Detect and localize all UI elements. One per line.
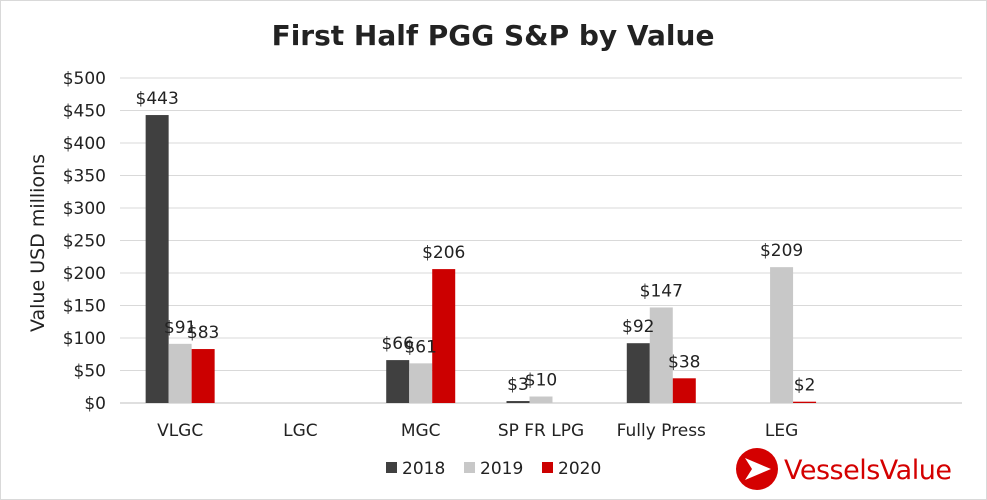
bar-2018-fully-press — [626, 343, 650, 403]
data-label: $91 — [164, 318, 196, 338]
y-tick-label: $0 — [84, 394, 106, 414]
x-category-label: LEG — [765, 421, 798, 441]
data-label: $83 — [187, 323, 219, 343]
data-label: $38 — [668, 352, 700, 372]
x-category-label: Fully Press — [617, 421, 706, 441]
bar-2019-leg — [770, 267, 794, 403]
data-label: $92 — [622, 317, 654, 337]
data-label: $206 — [422, 243, 465, 263]
data-label: $443 — [136, 89, 179, 109]
bar-2019-mgc — [409, 363, 433, 403]
bar-2020-mgc — [432, 269, 456, 403]
bar-2018-mgc — [386, 360, 410, 403]
y-tick-label: $350 — [63, 167, 106, 187]
legend-label: 2018 — [402, 459, 445, 479]
data-label: $10 — [525, 371, 557, 391]
bar-2020-vlgc — [191, 349, 215, 403]
legend-item-2020: 2020 — [542, 459, 601, 479]
chart-title: First Half PGG S&P by Value — [272, 19, 715, 52]
gridlines — [120, 77, 962, 404]
bar-2018-sp-fr-lpg — [506, 401, 530, 403]
legend-item-2018: 2018 — [386, 459, 445, 479]
y-tick-label: $150 — [63, 297, 106, 317]
bar-2020-fully-press — [672, 378, 696, 403]
x-category-label: MGC — [401, 421, 441, 441]
bar-2019-vlgc — [168, 343, 192, 403]
x-category-label: SP FR LPG — [498, 421, 584, 441]
y-tick-label: $250 — [63, 232, 106, 252]
y-tick-label: $50 — [74, 362, 106, 382]
legend-label: 2020 — [558, 459, 601, 479]
logo-text: VesselsValue — [784, 455, 951, 486]
bar-2020-leg — [793, 401, 817, 403]
legend: 2018 2019 2020 — [386, 459, 601, 479]
y-tick-label: $200 — [63, 264, 106, 284]
bar-series — [145, 115, 817, 404]
x-axis-categories: VLGC LGC MGC SP FR LPG Fully Press LEG — [157, 421, 798, 441]
y-tick-label: $450 — [63, 102, 106, 122]
bar-2018-vlgc — [145, 115, 169, 404]
data-label: $61 — [404, 337, 436, 357]
data-label: $2 — [794, 376, 816, 396]
legend-swatch — [542, 462, 553, 473]
bar-2019-fully-press — [649, 307, 673, 403]
y-tick-label: $400 — [63, 134, 106, 154]
y-tick-label: $500 — [63, 69, 106, 89]
legend-swatch — [464, 462, 475, 473]
data-label: $3 — [507, 375, 529, 395]
vesselsvalue-logo: VesselsValue — [736, 448, 952, 490]
legend-label: 2019 — [480, 459, 523, 479]
y-tick-label: $300 — [63, 199, 106, 219]
legend-item-2019: 2019 — [464, 459, 523, 479]
y-axis-label: Value USD millions — [27, 154, 49, 332]
data-labels: $443 $91$83 $66$61 $206 $3$10 $92 $147 $38 $209 $… — [136, 89, 816, 396]
y-axis-ticks: $0 $50 $100 $150 $200 $250 $300 $350 $400 $450 $50… — [63, 69, 106, 414]
data-label: $209 — [760, 241, 803, 261]
x-category-label: VLGC — [157, 421, 203, 441]
y-tick-label: $100 — [63, 329, 106, 349]
logo-mark-arrow-icon — [745, 458, 771, 480]
legend-swatch — [386, 462, 397, 473]
data-label: $66 — [381, 334, 413, 354]
x-category-label: LGC — [283, 421, 318, 441]
bar-2019-sp-fr-lpg — [529, 396, 553, 403]
data-label: $147 — [640, 281, 683, 301]
